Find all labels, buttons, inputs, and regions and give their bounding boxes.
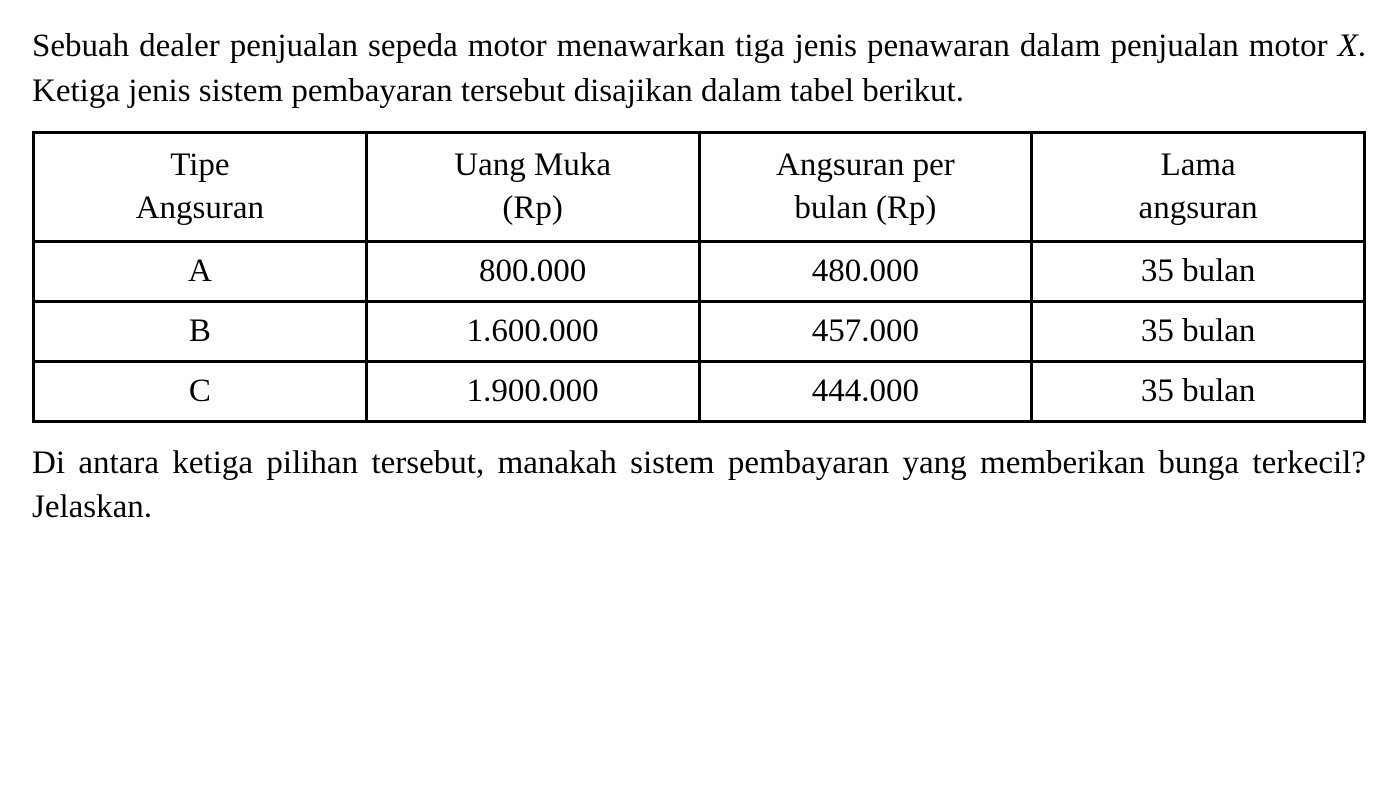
header-line: bulan (Rp) [794, 190, 936, 226]
payment-table: Tipe Angsuran Uang Muka (Rp) Angsuran pe… [32, 131, 1366, 423]
cell-lama: 35 bulan [1032, 301, 1365, 361]
header-angsuran: Angsuran per bulan (Rp) [699, 133, 1032, 242]
cell-uang-muka: 800.000 [366, 241, 699, 301]
table-row: A 800.000 480.000 35 bulan [34, 241, 1365, 301]
table-row: B 1.600.000 457.000 35 bulan [34, 301, 1365, 361]
header-line: Angsuran [136, 190, 264, 226]
cell-tipe: C [34, 361, 367, 421]
intro-text-before: Sebuah dealer penjualan sepeda motor men… [32, 28, 1338, 64]
header-line: angsuran [1139, 190, 1258, 226]
cell-lama: 35 bulan [1032, 361, 1365, 421]
cell-angsuran: 444.000 [699, 361, 1032, 421]
header-line: Lama [1161, 147, 1236, 183]
header-tipe: Tipe Angsuran [34, 133, 367, 242]
header-line: Uang Muka [454, 147, 611, 183]
cell-lama: 35 bulan [1032, 241, 1365, 301]
header-line: (Rp) [502, 190, 563, 226]
cell-tipe: B [34, 301, 367, 361]
cell-tipe: A [34, 241, 367, 301]
header-line: Tipe [170, 147, 229, 183]
intro-variable-x: X [1338, 28, 1358, 64]
cell-angsuran: 480.000 [699, 241, 1032, 301]
header-lama: Lama angsuran [1032, 133, 1365, 242]
table-row: C 1.900.000 444.000 35 bulan [34, 361, 1365, 421]
question-paragraph: Di antara ketiga pilihan tersebut, manak… [32, 441, 1366, 530]
cell-angsuran: 457.000 [699, 301, 1032, 361]
header-uang-muka: Uang Muka (Rp) [366, 133, 699, 242]
header-line: Angsuran per [776, 147, 955, 183]
cell-uang-muka: 1.900.000 [366, 361, 699, 421]
intro-paragraph: Sebuah dealer penjualan sepeda motor men… [32, 24, 1366, 113]
cell-uang-muka: 1.600.000 [366, 301, 699, 361]
table-header-row: Tipe Angsuran Uang Muka (Rp) Angsuran pe… [34, 133, 1365, 242]
